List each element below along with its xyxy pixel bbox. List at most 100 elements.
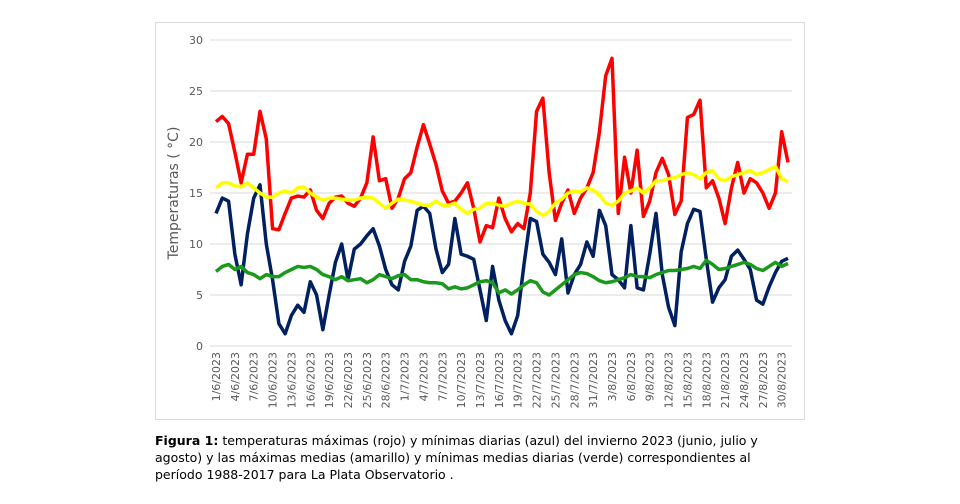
x-tick-year: /2023 xyxy=(719,352,732,384)
x-tick-label: 4/6/2023 xyxy=(229,352,242,401)
x-tick-date: 21/8 xyxy=(719,384,732,409)
x-tick-year: /2023 xyxy=(417,352,430,384)
x-tick-year: /2023 xyxy=(436,352,449,384)
x-tick-label: 13/7/2023 xyxy=(474,352,487,408)
x-tick-year: /2023 xyxy=(248,352,261,384)
x-tick-label: 31/7/2023 xyxy=(587,352,600,408)
x-tick-year: /2023 xyxy=(342,352,355,384)
x-tick-date: 10/7 xyxy=(455,384,468,409)
x-tick-label: 28/6/2023 xyxy=(380,352,393,408)
x-tick-year: /2023 xyxy=(361,352,374,384)
x-tick-label: 7/6/2023 xyxy=(248,352,261,401)
x-tick-year: /2023 xyxy=(380,352,393,384)
x-tick-year: /2023 xyxy=(531,352,544,384)
x-tick-date: 12/8 xyxy=(663,384,676,409)
series-line xyxy=(214,183,789,336)
x-tick-year: /2023 xyxy=(606,352,619,384)
x-tick-label: 4/7/2023 xyxy=(417,352,430,401)
y-tick-label: 25 xyxy=(189,85,203,98)
series-line xyxy=(214,258,789,297)
chart: Temperaturas ( °C) 0510152025301/6/20234… xyxy=(166,34,792,409)
x-tick-label: 9/8/2023 xyxy=(644,352,657,401)
x-tick-year: /2023 xyxy=(681,352,694,384)
series-line xyxy=(214,56,790,244)
x-tick-label: 30/8/2023 xyxy=(776,352,789,408)
x-tick-label: 7/7/2023 xyxy=(436,352,449,401)
y-tick-label: 15 xyxy=(189,187,203,200)
x-tick-date: 22/7 xyxy=(531,384,544,409)
x-tick-label: 22/7/2023 xyxy=(531,352,544,408)
x-tick-label: 10/6/2023 xyxy=(267,352,280,408)
x-tick-date: 25/7 xyxy=(549,384,562,409)
x-tick-label: 21/8/2023 xyxy=(719,352,732,408)
x-tick-label: 10/7/2023 xyxy=(455,352,468,408)
x-tick-date: 7/6 xyxy=(248,384,261,402)
x-tick-label: 15/8/2023 xyxy=(681,352,694,408)
x-tick-date: 24/8 xyxy=(738,384,751,409)
x-tick-label: 13/6/2023 xyxy=(285,352,298,408)
x-tick-label: 25/7/2023 xyxy=(549,352,562,408)
x-tick-year: /2023 xyxy=(700,352,713,384)
x-tick-year: /2023 xyxy=(738,352,751,384)
x-tick-date: 13/6 xyxy=(285,384,298,409)
x-tick-label: 6/8/2023 xyxy=(625,352,638,401)
x-tick-date: 3/8 xyxy=(606,384,619,402)
x-tick-year: /2023 xyxy=(285,352,298,384)
x-tick-year: /2023 xyxy=(304,352,317,384)
x-tick-date: 30/8 xyxy=(776,384,789,409)
x-tick-date: 6/8 xyxy=(625,384,638,402)
x-tick-date: 7/7 xyxy=(436,384,449,402)
x-tick-year: /2023 xyxy=(757,352,770,384)
x-tick-year: /2023 xyxy=(587,352,600,384)
x-tick-year: /2023 xyxy=(399,352,412,384)
x-tick-date: 15/8 xyxy=(681,384,694,409)
y-tick-label: 0 xyxy=(196,340,203,353)
x-tick-year: /2023 xyxy=(267,352,280,384)
x-tick-label: 28/7/2023 xyxy=(568,352,581,408)
x-tick-date: 16/6 xyxy=(304,384,317,409)
x-tick-date: 27/8 xyxy=(757,384,770,409)
x-tick-label: 18/8/2023 xyxy=(700,352,713,408)
x-tick-label: 3/8/2023 xyxy=(606,352,619,401)
x-tick-year: /2023 xyxy=(625,352,638,384)
x-tick-year: /2023 xyxy=(512,352,525,384)
x-tick-label: 12/8/2023 xyxy=(663,352,676,408)
x-tick-date: 25/6 xyxy=(361,384,374,409)
x-tick-date: 19/6 xyxy=(323,384,336,409)
y-tick-label: 10 xyxy=(189,238,203,251)
x-tick-year: /2023 xyxy=(568,352,581,384)
x-tick-year: /2023 xyxy=(549,352,562,384)
x-tick-year: /2023 xyxy=(644,352,657,384)
x-tick-date: 28/7 xyxy=(568,384,581,409)
x-tick-year: /2023 xyxy=(474,352,487,384)
x-tick-date: 10/6 xyxy=(267,384,280,409)
x-tick-year: /2023 xyxy=(229,352,242,384)
x-tick-date: 22/6 xyxy=(342,384,355,409)
x-tick-label: 22/6/2023 xyxy=(342,352,355,408)
x-tick-label: 1/6/2023 xyxy=(210,352,223,401)
x-tick-label: 16/7/2023 xyxy=(493,352,506,408)
x-tick-date: 13/7 xyxy=(474,384,487,409)
x-tick-date: 28/6 xyxy=(380,384,393,409)
x-tick-year: /2023 xyxy=(323,352,336,384)
x-tick-label: 25/6/2023 xyxy=(361,352,374,408)
x-tick-label: 16/6/2023 xyxy=(304,352,317,408)
x-tick-year: /2023 xyxy=(493,352,506,384)
caption: Figura 1: temperaturas máximas (rojo) y … xyxy=(155,432,795,483)
x-tick-label: 1/7/2023 xyxy=(399,352,412,401)
y-axis-label: Temperaturas ( °C) xyxy=(166,127,182,261)
x-tick-date: 4/6 xyxy=(229,384,242,402)
series-line xyxy=(214,164,789,218)
caption-label: Figura 1: xyxy=(155,433,219,448)
x-tick-label: 19/6/2023 xyxy=(323,352,336,408)
y-tick-label: 5 xyxy=(196,289,203,302)
x-tick-year: /2023 xyxy=(663,352,676,384)
y-tick-label: 20 xyxy=(189,136,203,149)
x-tick-date: 1/7 xyxy=(399,384,412,402)
x-tick-date: 1/6 xyxy=(210,384,223,402)
x-tick-date: 31/7 xyxy=(587,384,600,409)
x-tick-date: 19/7 xyxy=(512,384,525,409)
x-tick-date: 9/8 xyxy=(644,384,657,402)
x-tick-label: 27/8/2023 xyxy=(757,352,770,408)
